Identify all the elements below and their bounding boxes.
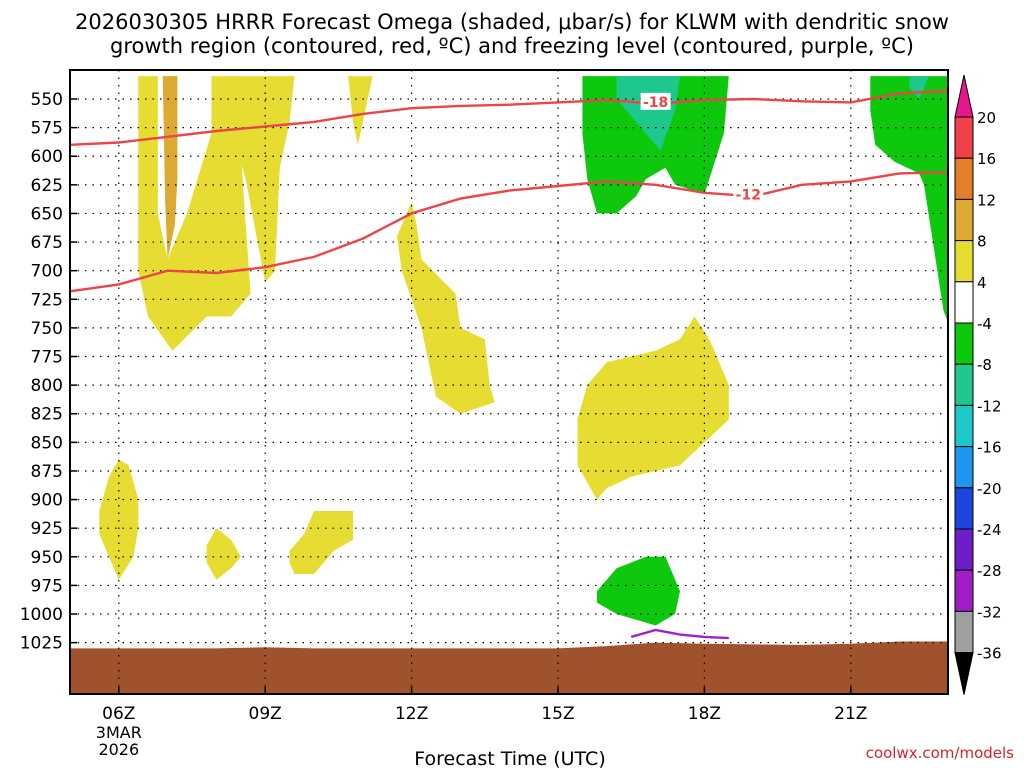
- x-tick-label-09Z: 09Z: [249, 704, 282, 724]
- omega-region-yellow-11z-upper: [348, 76, 373, 145]
- colorbar-bin--24--20: [954, 487, 974, 530]
- x-tick-label-12Z: 12Z: [395, 704, 428, 724]
- x-tick-label-15Z: 15Z: [541, 704, 574, 724]
- colorbar-bin--32--28: [954, 569, 974, 612]
- y-tick-label-650: 650: [31, 204, 63, 224]
- colorbar-label-16: 16: [977, 150, 996, 168]
- colorbar-bin--4-4: [954, 281, 974, 324]
- colorbar-bin--12--8: [954, 363, 974, 406]
- colorbar-bin--8--4: [954, 322, 974, 365]
- y-tick-label-950: 950: [31, 548, 63, 568]
- colorbar-label-8: 8: [977, 233, 987, 251]
- y-tick-label-575: 575: [31, 119, 63, 139]
- colorbar-bin--20--16: [954, 446, 974, 489]
- y-tick-label-1000: 1000: [20, 605, 63, 625]
- y-tick-label-750: 750: [31, 319, 63, 339]
- omega-region-yellow-10z-low: [289, 511, 353, 574]
- contour-line--12: [69, 171, 949, 293]
- y-tick-label-600: 600: [31, 147, 63, 167]
- x-date-label-1: 2026: [98, 740, 139, 759]
- omega-region-yellow-06z-low: [99, 459, 139, 580]
- colorbar-label--8: -8: [977, 356, 992, 374]
- y-tick-label-875: 875: [31, 462, 63, 482]
- y-tick-label-550: 550: [31, 90, 63, 110]
- colorbar-bin-8-12: [954, 198, 974, 242]
- y-tick-label-675: 675: [31, 233, 63, 253]
- contour-label--18: -18: [643, 95, 668, 111]
- y-tick-label-925: 925: [31, 519, 63, 539]
- colorbar-label--32: -32: [977, 603, 1002, 621]
- omega-region-yellow-17z-lower: [577, 316, 729, 500]
- omega-region-yellow-06z-upper: [138, 76, 251, 351]
- colorbar-label--20: -20: [977, 480, 1002, 498]
- x-tick-label-21Z: 21Z: [834, 704, 867, 724]
- credit-text: coolwx.com/models: [866, 744, 1014, 762]
- omega-region-yellow-08z-low: [206, 528, 241, 580]
- y-tick-label-800: 800: [31, 376, 63, 396]
- colorbar-label--16: -16: [977, 439, 1002, 457]
- colorbar-bin-12-16: [954, 157, 974, 200]
- colorbar-label--28: -28: [977, 562, 1002, 580]
- colorbar-bin-16-20: [954, 116, 974, 159]
- colorbar-label--24: -24: [977, 521, 1002, 539]
- colorbar-bin--16--12: [954, 404, 974, 448]
- y-tick-label-625: 625: [31, 176, 63, 196]
- omega-region-yellow-12z-band: [397, 202, 495, 414]
- colorbar-label-20: 20: [977, 109, 996, 127]
- y-tick-label-900: 900: [31, 491, 63, 511]
- omega-region-orange-06z-upper: [162, 76, 178, 260]
- contour-label-bg--18: [640, 92, 671, 110]
- contour-line-0: [630, 628, 729, 640]
- y-tick-label-825: 825: [31, 405, 63, 425]
- contour-label--12: -12: [736, 188, 761, 204]
- x-date-label-0: 3MAR: [96, 723, 142, 742]
- colorbar-label-4: 4: [977, 274, 987, 292]
- y-tick-label-725: 725: [31, 290, 63, 310]
- omega-region-green-22z-upper: [870, 76, 948, 323]
- terrain-surface: [70, 641, 949, 694]
- contour-label-bg--12: [733, 185, 764, 203]
- chart-title-line2: growth region (contoured, red, ºC) and f…: [110, 34, 914, 58]
- omega-region-green-17z-low: [597, 556, 680, 626]
- colorbar-label--36: -36: [977, 645, 1002, 663]
- colorbar-label-12: 12: [977, 191, 996, 209]
- chart-title-line1: 2026030305 HRRR Forecast Omega (shaded, …: [75, 10, 949, 34]
- x-axis-title: Forecast Time (UTC): [414, 748, 605, 768]
- x-tick-label-06Z: 06Z: [102, 704, 135, 724]
- x-tick-label-18Z: 18Z: [688, 704, 721, 724]
- colorbar-bin--28--24: [954, 528, 974, 571]
- contour-line--18: [69, 89, 949, 146]
- y-tick-label-850: 850: [31, 433, 63, 453]
- colorbar-bin--36--32: [954, 610, 974, 654]
- y-tick-label-975: 975: [31, 576, 63, 596]
- y-tick-label-1025: 1025: [20, 634, 63, 654]
- colorbar-bin-4-8: [954, 240, 974, 283]
- plot-frame: [69, 69, 949, 695]
- y-tick-label-775: 775: [31, 348, 63, 368]
- colorbar-min-arrow: [954, 652, 974, 695]
- colorbar-label--12: -12: [977, 397, 1002, 415]
- y-tick-label-700: 700: [31, 262, 63, 282]
- colorbar-label--4: -4: [977, 315, 992, 333]
